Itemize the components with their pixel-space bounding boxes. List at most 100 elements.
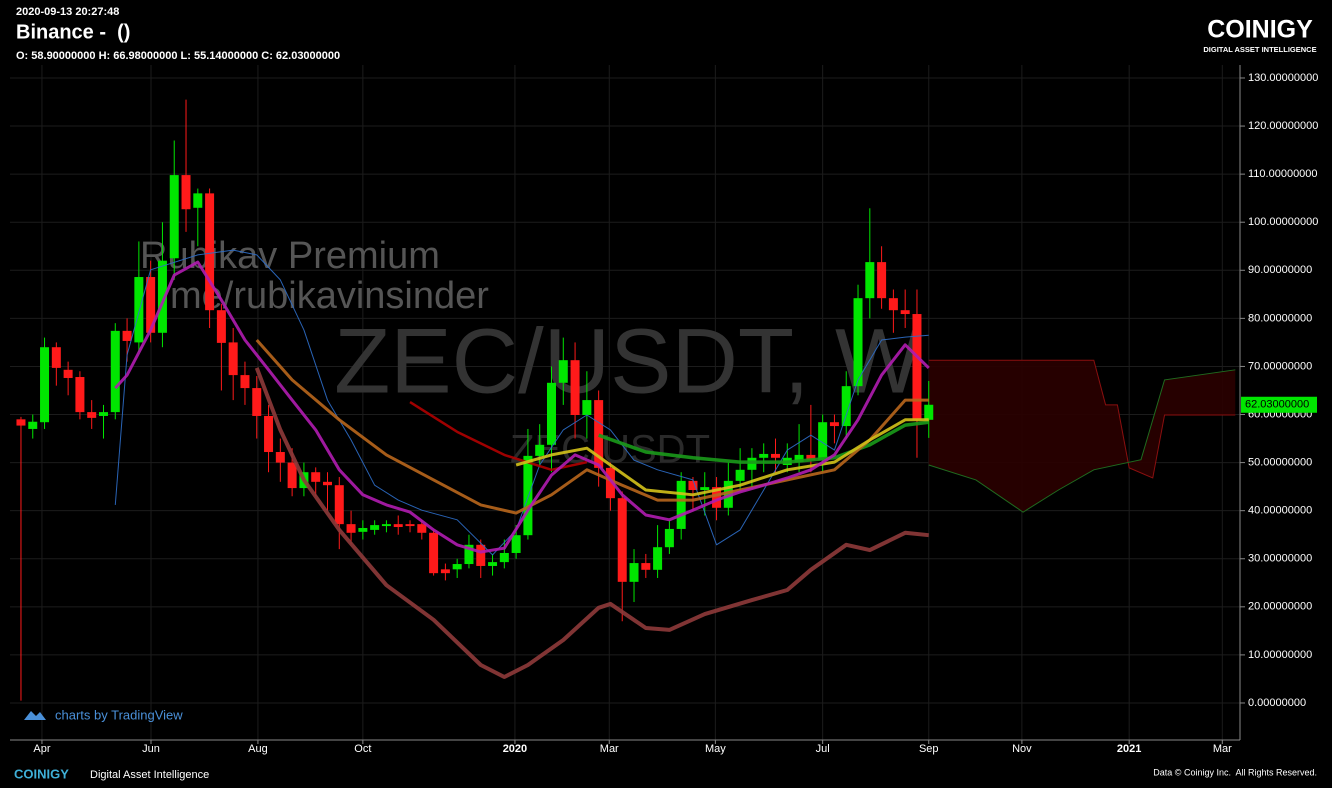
x-tick-label: Apr <box>33 743 50 755</box>
logo: COINIGY <box>1207 16 1313 44</box>
candle-body <box>865 262 875 299</box>
candle-body <box>712 487 722 508</box>
candle-body <box>110 330 120 413</box>
y-tick-label: 50.00000000 <box>1248 457 1312 469</box>
logo-tagline: DIGITAL ASSET INTELLIGENCE <box>1203 45 1316 54</box>
candle-body <box>134 277 144 343</box>
axes: 0.00000000 10.00000000 20.00000000 30.00000… <box>10 65 1318 755</box>
candle-body <box>28 421 38 429</box>
timestamp: 2020-09-13 20:27:48 <box>16 6 119 18</box>
candle-body <box>664 528 674 548</box>
candle-body <box>40 347 50 423</box>
candle-body <box>629 563 639 582</box>
candle-body <box>818 422 828 461</box>
watermark: ZEC/USDT, W <box>334 310 922 412</box>
ohlc-readout: O: 58.90000000 H: 66.98000000 L: 55.1400… <box>16 50 340 62</box>
candle-body <box>877 262 887 299</box>
candle-body <box>476 544 486 566</box>
cloud-fill <box>928 360 1236 513</box>
x-tick-label: Jun <box>142 743 160 755</box>
candle-body <box>287 462 297 489</box>
indicator-line <box>409 400 588 472</box>
candle-body <box>924 404 934 420</box>
candle-body <box>346 524 356 533</box>
candle-body <box>853 298 863 387</box>
cloud-edge <box>928 369 1236 513</box>
indicator-line <box>255 339 929 515</box>
candle-body <box>770 453 780 458</box>
candle-body <box>912 314 922 420</box>
candle-body <box>499 552 509 563</box>
footer-tagline: Digital Asset Intelligence <box>90 769 209 781</box>
y-tick-label: 100.00000000 <box>1248 216 1318 228</box>
candle-body <box>205 193 215 311</box>
x-tick-label: Aug <box>248 743 268 755</box>
price-tag-label: 62.03000000 <box>1245 399 1309 411</box>
candle-body <box>464 544 474 565</box>
candle-body <box>511 535 521 553</box>
indicator-line <box>515 418 929 497</box>
candle-body <box>417 524 427 533</box>
candle-body <box>888 298 898 311</box>
candle-body <box>393 524 403 528</box>
candle-body <box>358 527 368 532</box>
candle-body <box>275 452 285 463</box>
candle-body <box>157 260 167 333</box>
candle-body <box>829 422 839 427</box>
candle-body <box>641 563 651 570</box>
price-tag <box>1241 396 1317 413</box>
candle-body <box>252 388 262 416</box>
x-tick-label: Jul <box>816 743 830 755</box>
candle-body <box>63 369 73 378</box>
footer-brand: COINIGY <box>14 766 69 781</box>
candle-body <box>688 480 698 490</box>
candle-body <box>16 419 26 426</box>
candle-body <box>51 347 61 368</box>
candle-body <box>570 360 580 415</box>
candle-body <box>452 564 462 570</box>
candle-body <box>676 480 686 529</box>
x-tick-label: 2020 <box>503 743 527 755</box>
candle-body <box>440 569 450 574</box>
candle-body <box>759 453 769 458</box>
chart-credit: charts by TradingView <box>55 707 183 722</box>
candle-body <box>240 375 250 389</box>
y-tick-label: 10.00000000 <box>1248 649 1312 661</box>
y-tick-label: 40.00000000 <box>1248 505 1312 517</box>
x-tick-label: May <box>705 743 726 755</box>
candle-body <box>900 310 910 315</box>
x-tick-label: Oct <box>354 743 371 755</box>
candle-body <box>605 467 615 499</box>
y-tick-label: 80.00000000 <box>1248 312 1312 324</box>
candle-body <box>429 532 439 574</box>
candle-body <box>193 193 203 208</box>
cloud-edge <box>928 359 1236 479</box>
plot <box>16 99 1236 701</box>
candle-body <box>370 525 380 530</box>
watermark: me/rubikavinsinder <box>170 275 489 317</box>
candle-body <box>488 562 498 566</box>
candle-body <box>264 415 274 453</box>
candle-body <box>75 377 85 413</box>
x-tick-label: Mar <box>600 743 619 755</box>
candle-body <box>311 472 321 482</box>
indicator-line <box>114 260 930 554</box>
exchange-title: Binance - () <box>16 21 130 43</box>
tradingview-icon <box>24 711 46 720</box>
candle-body <box>653 547 663 570</box>
y-tick-label: 90.00000000 <box>1248 264 1312 276</box>
y-tick-label: 0.00000000 <box>1248 697 1306 709</box>
candle-body <box>535 444 545 456</box>
y-tick-label: 70.00000000 <box>1248 360 1312 372</box>
candle-body <box>700 487 710 490</box>
x-tick-label: Mar <box>1213 743 1232 755</box>
y-tick-label: 130.00000000 <box>1248 72 1318 84</box>
candle-body <box>122 330 132 341</box>
candle-body <box>523 455 533 536</box>
y-tick-label: 30.00000000 <box>1248 553 1312 565</box>
watermark: Rubikav Premium <box>140 235 440 277</box>
